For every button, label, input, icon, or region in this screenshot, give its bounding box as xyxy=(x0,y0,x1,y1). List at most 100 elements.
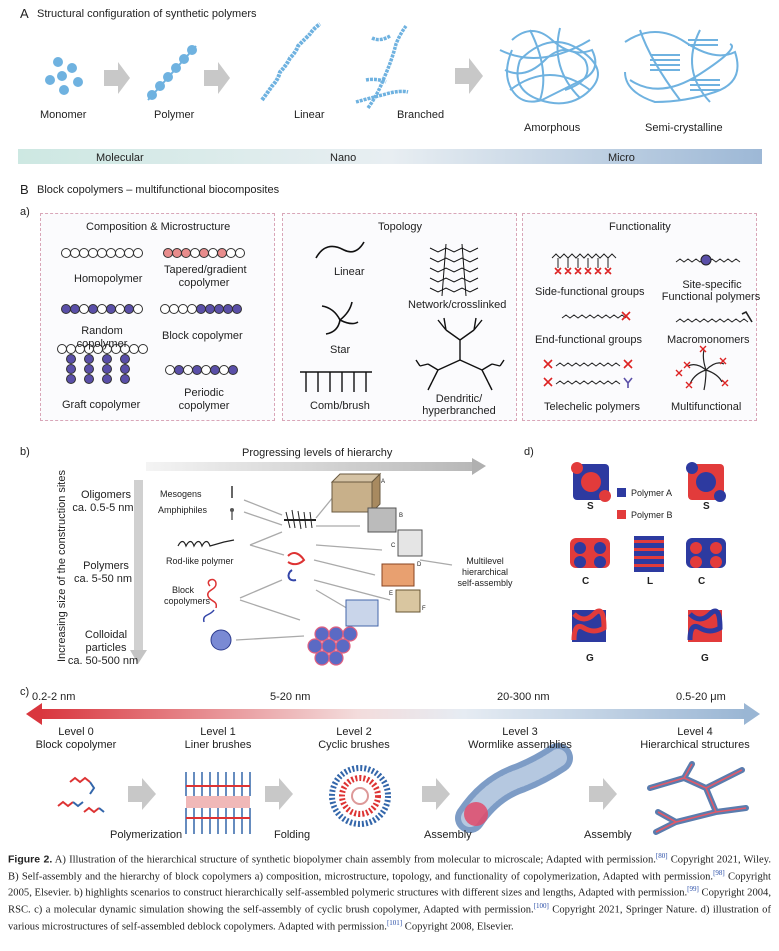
result-label-1: Multilevel xyxy=(466,556,504,566)
panel-b-title: Block copolymers – multifunctional bioco… xyxy=(37,184,280,196)
caption-text-3: Copyright 2005, Elsevier. b) highlights … xyxy=(8,871,771,899)
branched-chain xyxy=(355,24,409,110)
block-mesogens: Mesogens xyxy=(160,489,202,499)
panel-b-letter: B xyxy=(20,182,29,197)
caption-text-4: Copyright 2004, RSC. c) a molecular dyna… xyxy=(8,888,771,916)
level-0-sub: Block copolymer xyxy=(35,739,117,751)
periodic-label-1: Periodic xyxy=(184,387,224,399)
size-colloidal-2: particles xyxy=(85,642,127,654)
tapered-label-2: copolymer xyxy=(178,277,230,289)
random-label-2: copolymer xyxy=(76,338,128,350)
site-specific-label-1: Site-specific xyxy=(682,279,742,291)
level-1-sub: Liner brushes xyxy=(184,739,252,751)
level-2-title: Level 2 xyxy=(336,726,372,738)
polymer-chain xyxy=(147,45,197,101)
tapered-beads xyxy=(163,248,245,258)
morph-l: L xyxy=(647,576,654,587)
level0-chains xyxy=(57,776,105,814)
morph-s1: S xyxy=(587,501,594,512)
functionality-heading: Functionality xyxy=(609,221,671,233)
caption-text-5: Copyright 2021, Springer Nature. d) illu… xyxy=(8,904,771,933)
size-colloidal-1: Colloidal xyxy=(84,629,128,641)
panel-b-sub-letter: b) xyxy=(20,446,30,458)
caption-ref-101[interactable]: [101] xyxy=(386,918,403,927)
side-functional-label: Side-functional groups xyxy=(535,286,645,298)
hierarchy-arrow-label: Progressing levels of hierarchy xyxy=(242,447,393,459)
end-functional xyxy=(561,314,627,319)
panel-a-letter: A xyxy=(20,6,29,21)
step-polymerization: Polymerization xyxy=(110,829,183,841)
caption-ref-100[interactable]: [100] xyxy=(533,902,549,911)
panel-c-letter: c) xyxy=(20,686,30,698)
functionality-box xyxy=(522,213,757,421)
level4-network xyxy=(647,761,749,835)
level3-worm xyxy=(455,743,573,833)
telechelic xyxy=(555,362,621,385)
graft-beads xyxy=(57,344,148,384)
level-3-title: Level 3 xyxy=(502,726,538,738)
legend-swatch-b xyxy=(617,510,626,519)
random-beads xyxy=(61,304,143,314)
size-polymers-2: ca. 5-50 nm xyxy=(73,573,133,585)
block-amphiphiles: Amphiphiles xyxy=(158,505,208,515)
monomer-dots xyxy=(45,57,83,95)
periodic-label-2: copolymer xyxy=(178,400,230,412)
result-label-2: hierarchical xyxy=(461,567,509,577)
multifunctional-label: Multifunctional xyxy=(671,401,742,413)
cube-c1 xyxy=(570,538,610,568)
caption-ref-99[interactable]: [99] xyxy=(687,885,699,894)
level-4-sub: Hierarchical structures xyxy=(640,739,750,751)
multifunctional xyxy=(687,349,725,391)
macromonomer-label: Macromonomers xyxy=(667,334,750,346)
site-specific-dot xyxy=(700,254,712,266)
letter-c: C xyxy=(391,543,396,549)
cube-g1 xyxy=(571,608,607,642)
structure-c xyxy=(397,529,423,557)
morph-c1: C xyxy=(582,576,590,587)
level-4-title: Level 4 xyxy=(677,726,713,738)
level1-brush xyxy=(185,772,251,834)
size-oligomers-1: Oligomers xyxy=(80,489,132,501)
tapered-label-1: Tapered/gradient xyxy=(164,264,247,276)
range-3: 0.5-20 μm xyxy=(676,691,726,703)
topology-dendritic-label-1: Dendritic/ xyxy=(435,393,483,405)
morph-c2: C xyxy=(698,576,706,587)
size-oligomers-2: ca. 0.5-5 nm xyxy=(72,502,134,514)
scale-bar xyxy=(18,149,762,164)
topology-box xyxy=(282,213,517,421)
amorphous-tangle xyxy=(499,27,599,105)
block-copolymers-2: copolymers xyxy=(164,596,211,606)
block-copolymers-1: Block xyxy=(172,585,195,595)
legend-polymer-b: Polymer B xyxy=(631,510,673,520)
topology-dendritic-label-2: hyperbranched xyxy=(422,405,496,417)
cube-l xyxy=(634,536,664,572)
level2-cyclic xyxy=(329,765,391,827)
caption-text-1: A) Illustration of the hierarchical stru… xyxy=(52,854,656,866)
topology-heading: Topology xyxy=(378,221,423,233)
structure-b xyxy=(367,507,397,533)
stage-amorphous: Amorphous xyxy=(524,122,581,134)
graft-label: Graft copolymer xyxy=(62,399,141,411)
level-2-sub: Cyclic brushes xyxy=(318,739,390,751)
homopolymer-label: Homopolymer xyxy=(74,273,143,285)
telechelic-x xyxy=(543,359,633,387)
caption-ref-80[interactable]: [80] xyxy=(655,852,668,860)
letter-e: E xyxy=(389,591,394,597)
stage-branched: Branched xyxy=(397,109,445,121)
side-functional-x xyxy=(554,267,612,275)
size-axis-bar xyxy=(134,480,143,650)
topology-star-label: Star xyxy=(330,344,351,356)
level-1-title: Level 1 xyxy=(200,726,236,738)
morph-g2: G xyxy=(701,653,709,664)
letter-b: B xyxy=(399,513,404,519)
cube-c2 xyxy=(686,538,726,568)
periodic-beads xyxy=(165,365,238,375)
morph-g1: G xyxy=(586,653,594,664)
legend-swatch-a xyxy=(617,488,626,497)
caption-ref-98[interactable]: [98] xyxy=(713,868,725,877)
step-assembly-1: Assembly xyxy=(424,829,472,841)
